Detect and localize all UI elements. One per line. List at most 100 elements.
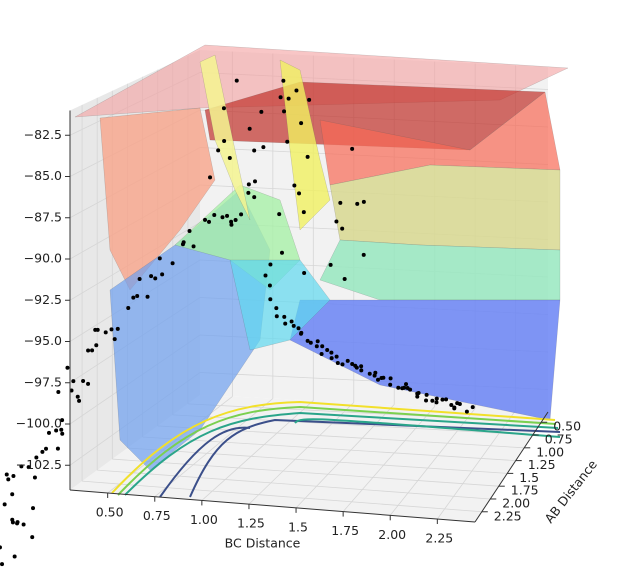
sample-dot	[279, 250, 284, 255]
surface-patch	[99, 107, 216, 291]
sample-dot	[252, 195, 257, 200]
x-tick-label: 0.75	[143, 508, 171, 523]
sample-dot	[40, 449, 45, 454]
sample-dot	[157, 256, 162, 261]
sample-dot	[187, 229, 192, 234]
sample-dot	[292, 183, 297, 188]
sample-dot	[361, 252, 366, 257]
sample-dot	[404, 382, 409, 387]
sample-dot	[221, 106, 226, 111]
sample-dot	[253, 179, 257, 184]
sample-dot	[32, 475, 37, 480]
sample-dot	[227, 156, 232, 161]
sample-dot	[12, 554, 17, 559]
sample-dot	[278, 95, 283, 100]
sample-dot	[388, 376, 393, 381]
sample-dot	[0, 545, 2, 550]
data-points	[0, 78, 475, 567]
sample-dot	[115, 326, 120, 331]
x-tick-label: 2.00	[378, 527, 406, 542]
y-tick-label: 1.75	[511, 483, 539, 498]
sample-dot	[19, 464, 24, 469]
sample-dot	[131, 295, 136, 300]
sample-dot	[46, 430, 51, 435]
sample-dot	[396, 385, 401, 390]
sample-dot	[212, 212, 217, 217]
contour-line	[294, 418, 561, 438]
sample-dot	[274, 306, 279, 311]
sample-dot	[30, 535, 35, 540]
z-tick-label: −82.5	[24, 127, 62, 142]
contour-line	[124, 411, 559, 496]
x-axis-line	[69, 489, 476, 523]
surface	[74, 44, 569, 471]
sample-dot	[191, 244, 196, 249]
sample-dot	[86, 381, 91, 386]
sample-dot	[299, 121, 304, 126]
sample-dot	[350, 361, 355, 366]
sample-dot	[305, 154, 310, 159]
sample-dot	[233, 217, 238, 222]
sample-dot	[2, 502, 7, 507]
sample-dot	[112, 337, 117, 342]
y-tick-label: 1.5	[519, 470, 539, 485]
sample-dot	[350, 146, 355, 151]
grid-line	[389, 408, 476, 516]
sample-dot	[367, 371, 372, 376]
sample-dot	[153, 276, 158, 281]
sample-dot	[216, 148, 221, 153]
sample-dot	[81, 378, 86, 383]
grid-line	[142, 436, 516, 462]
sample-dot	[69, 388, 74, 393]
sample-dot	[267, 283, 272, 288]
x-axis-label: BC Distance	[225, 536, 301, 551]
sample-dot	[86, 348, 91, 353]
contour-line	[159, 426, 251, 498]
contour-line	[189, 418, 561, 498]
sample-dot	[299, 330, 304, 335]
sample-dot	[359, 364, 364, 369]
sample-dot	[282, 109, 287, 114]
sample-dot	[34, 455, 39, 460]
sample-dot	[415, 394, 420, 399]
sample-dot	[229, 219, 234, 224]
z-tick-label: −100.0	[16, 416, 62, 431]
sample-dot	[359, 368, 364, 373]
sample-dot	[0, 562, 5, 567]
surface-patch	[229, 259, 331, 351]
y-tick-label: 0.50	[553, 419, 581, 434]
sample-dot	[220, 215, 225, 220]
sample-dot	[10, 492, 15, 497]
sample-dot	[342, 276, 347, 281]
sample-dot	[294, 88, 299, 93]
sample-dot	[268, 297, 273, 302]
grid-line	[172, 414, 533, 436]
sample-dot	[424, 398, 429, 403]
sample-dot	[149, 274, 154, 279]
sample-dot	[307, 97, 312, 102]
sample-dot	[94, 343, 99, 348]
sample-dot	[268, 262, 273, 267]
surface-patch	[199, 54, 251, 221]
y-tick-label: 0.75	[545, 432, 573, 447]
sample-dot	[246, 190, 251, 195]
sample-dot	[60, 431, 65, 436]
sample-dot	[65, 365, 70, 370]
sample-dot	[297, 191, 302, 196]
sample-dot	[247, 126, 252, 131]
sample-dot	[338, 200, 343, 205]
sample-dot	[4, 472, 9, 477]
sample-dot	[340, 226, 345, 231]
grid-line	[342, 406, 435, 512]
sample-dot	[372, 373, 377, 378]
sample-dot	[434, 400, 439, 405]
sample-dot	[302, 270, 307, 275]
z-tick-label: −102.5	[16, 457, 62, 472]
grid-line	[82, 480, 482, 513]
surface-patch	[319, 239, 561, 301]
sample-dot	[126, 306, 131, 311]
sample-dot	[252, 148, 257, 153]
sample-dot	[222, 139, 227, 144]
sample-dot	[335, 360, 340, 365]
sample-dot	[286, 96, 291, 101]
